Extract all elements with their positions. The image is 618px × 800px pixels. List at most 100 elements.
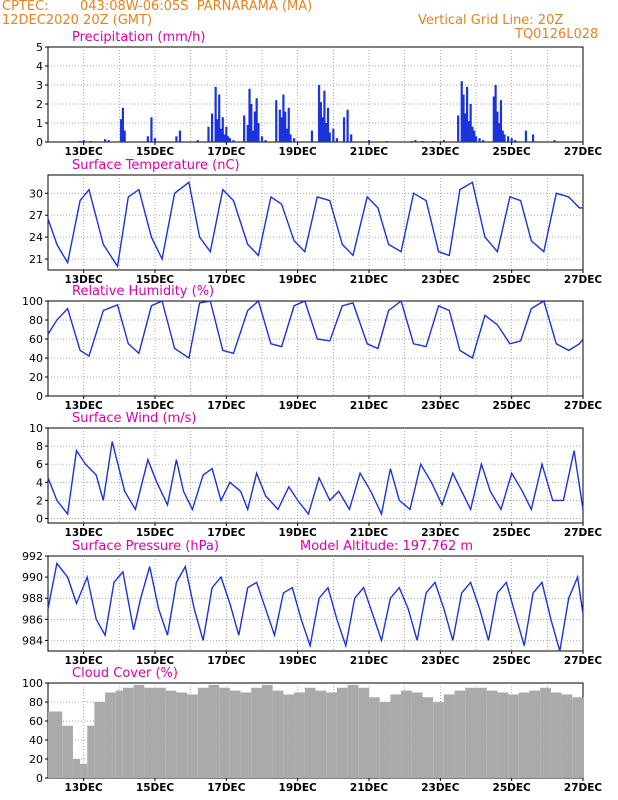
precip-bar — [332, 128, 335, 142]
source-label: CPTEC: — [2, 0, 49, 14]
x-tick-label: 19DEC — [279, 782, 318, 794]
precip-bar — [103, 139, 107, 142]
x-tick-label: 23DEC — [421, 527, 460, 539]
precip-bar — [227, 136, 230, 142]
x-tick-label: 21DEC — [350, 274, 389, 286]
precip-bar — [153, 138, 157, 142]
cloud-bar — [390, 694, 402, 778]
cloud-bar — [219, 687, 230, 778]
x-tick-label: 13DEC — [65, 782, 104, 794]
precip-bar — [248, 88, 251, 142]
precip-bar — [474, 136, 478, 142]
precip-bar — [175, 136, 178, 142]
precip-bar — [346, 109, 349, 142]
precip-bar — [219, 128, 223, 142]
precip-bar — [243, 115, 246, 142]
cloud-bar — [283, 694, 295, 778]
x-tick-label: 15DEC — [136, 146, 175, 158]
y-tick-label: 5 — [36, 41, 43, 54]
x-tick-label: 19DEC — [279, 527, 318, 539]
precip-bar — [284, 111, 287, 142]
precip-bar — [465, 86, 469, 142]
precip-bar — [421, 141, 424, 142]
x-tick-label: 23DEC — [421, 655, 460, 667]
cloud-bar — [540, 687, 551, 778]
cloud-bar — [476, 687, 487, 778]
precip-bar — [293, 138, 296, 142]
cloud-bar — [411, 692, 423, 778]
cloud-bar — [369, 697, 380, 778]
precip-bar — [432, 141, 435, 142]
cloud-bar — [144, 687, 155, 778]
plot-frame — [47, 555, 584, 652]
precip-bar — [223, 134, 226, 142]
y-tick-label: 990 — [22, 571, 43, 584]
cloud-bar — [94, 702, 106, 778]
y-tick-label: 21 — [29, 253, 43, 266]
x-tick-label: 23DEC — [421, 782, 460, 794]
y-tick-label: 0 — [36, 512, 43, 525]
precip-bar — [282, 94, 285, 142]
precip-bar — [496, 111, 499, 142]
y-tick-label: 60 — [29, 715, 43, 728]
cloud-bar — [572, 697, 583, 778]
plot-frame — [47, 427, 584, 524]
cloud-bar — [379, 702, 391, 778]
x-tick-label: 15DEC — [136, 655, 175, 667]
precip-bar — [478, 138, 481, 142]
cloud-bar — [550, 692, 562, 778]
cloud-bar — [229, 690, 241, 778]
y-tick-label: 992 — [22, 550, 43, 563]
cloud-bar — [304, 687, 316, 778]
precip-bar — [121, 107, 124, 142]
series-line — [47, 299, 584, 360]
panel-title: Relative Humidity (%) — [72, 284, 214, 299]
x-tick-label: 23DEC — [421, 146, 460, 158]
precip-bar — [228, 138, 231, 142]
cloud-bar — [497, 692, 509, 778]
y-tick-label: 2 — [36, 98, 43, 111]
precip-bar — [553, 140, 556, 142]
precip-bar — [260, 136, 264, 142]
y-tick-label: 40 — [29, 734, 43, 747]
x-tick-label: 17DEC — [207, 782, 246, 794]
plot-frame — [47, 300, 584, 397]
precip-bar — [82, 140, 85, 142]
x-tick-label: 25DEC — [493, 400, 532, 412]
code-label: TQ0126L028 — [515, 27, 599, 42]
precip-bar — [317, 85, 321, 142]
cloud-bar — [529, 690, 541, 778]
series-line — [47, 441, 584, 517]
precip-bar — [342, 117, 346, 142]
precip-bar — [328, 132, 331, 142]
precip-bar — [499, 100, 503, 142]
cloud-bar — [454, 690, 466, 778]
precip-bar — [218, 94, 221, 142]
precip-bar — [280, 117, 283, 142]
precip-bar — [257, 123, 260, 142]
y-tick-label: 20 — [29, 753, 43, 766]
y-tick-label: 986 — [22, 613, 43, 626]
cloud-bar — [583, 697, 584, 778]
panel-3: 0 20 40 60 80 100 13DEC 15DEC 17DEC 19DEC 21DEC 23D… — [22, 284, 602, 412]
panel-4: 0 2 4 6 8 10 13DEC 15DEC 17DEC 19DEC 21DEC 23DEC 25D… — [29, 411, 602, 539]
x-tick-label: 13DEC — [65, 527, 104, 539]
cloud-bar — [240, 692, 252, 778]
y-tick-label: 2 — [36, 494, 43, 507]
cloud-bar — [176, 692, 188, 778]
x-tick-label: 25DEC — [493, 146, 532, 158]
y-tick-label: 27 — [29, 209, 43, 222]
cloud-bar — [262, 684, 273, 778]
y-tick-label: 100 — [22, 295, 43, 308]
y-tick-label: 4 — [36, 476, 43, 489]
panel-title: Precipitation (mm/h) — [72, 30, 205, 45]
y-tick-label: 3 — [36, 79, 43, 92]
panel-title: Cloud Cover (%) — [72, 666, 178, 681]
y-tick-label: 6 — [36, 458, 43, 471]
cloud-bar — [80, 763, 88, 778]
y-tick-label: 10 — [29, 422, 43, 435]
x-tick-label: 27DEC — [564, 527, 603, 539]
precip-bar — [531, 134, 535, 142]
precip-bar — [285, 128, 289, 142]
cloud-bar — [62, 725, 73, 778]
